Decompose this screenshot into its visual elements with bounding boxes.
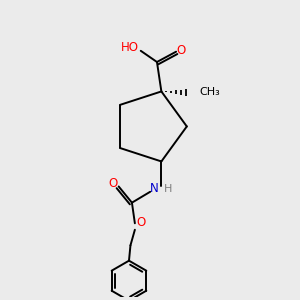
Text: N: N <box>150 182 158 195</box>
Text: H: H <box>164 184 172 194</box>
Text: CH₃: CH₃ <box>200 87 220 97</box>
Text: HO: HO <box>121 41 139 54</box>
Text: O: O <box>109 177 118 190</box>
Text: O: O <box>177 44 186 57</box>
Text: O: O <box>137 216 146 229</box>
